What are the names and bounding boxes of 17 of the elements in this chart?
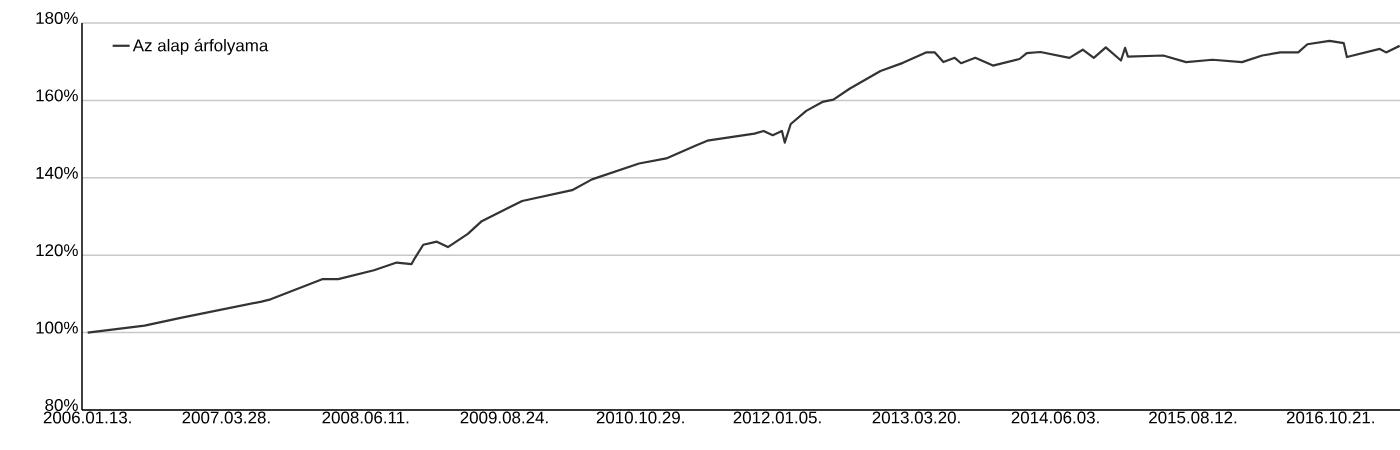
- y-tick-label: 120%: [36, 244, 78, 257]
- x-tick-label: 2012.01.05.: [733, 411, 821, 424]
- y-tick-label: 80%: [45, 399, 78, 411]
- y-tick-label: 140%: [36, 166, 78, 179]
- x-tick-label: 2014.06.03.: [1011, 411, 1099, 424]
- x-tick-label: 2016.10.21.: [1286, 411, 1374, 424]
- y-tick-label: 100%: [36, 321, 78, 334]
- x-tick-label: 2006.01.13.: [43, 411, 131, 424]
- x-tick-label: 2015.08.12.: [1149, 411, 1237, 424]
- x-tick-label: 2008.06.11.: [322, 411, 409, 424]
- y-tick-label: 160%: [36, 89, 78, 102]
- x-tick-label: 2013.03.20.: [872, 411, 960, 424]
- y-tick-label: 180%: [36, 12, 78, 24]
- x-tick-label: 2007.03.28.: [182, 411, 270, 424]
- x-tick-label: 2010.10.29.: [596, 411, 684, 424]
- legend-label: Az alap árfolyama: [132, 38, 269, 55]
- x-tick-label: 2009.08.24.: [460, 411, 548, 424]
